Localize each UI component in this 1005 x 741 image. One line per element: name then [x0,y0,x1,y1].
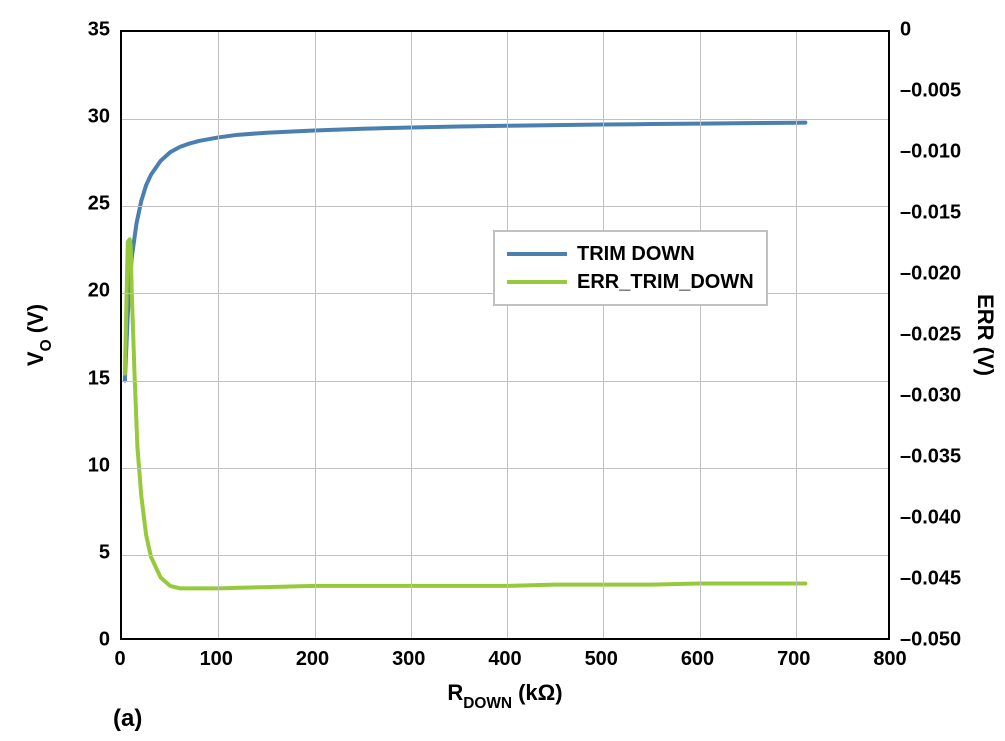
y2-tick-label: –0.050 [900,629,961,652]
legend: TRIM DOWN ERR_TRIM_DOWN [493,230,768,306]
y1-tick-label: 10 [88,454,110,477]
gridline-h [122,381,888,382]
y2-tick-label: –0.045 [900,568,961,591]
gridline-v [218,32,219,638]
y1-tick-label: 15 [88,367,110,390]
gridline-v [796,32,797,638]
y2-tick-label: –0.005 [900,80,961,103]
y1-tick-label: 20 [88,280,110,303]
y2-axis-label: ERR (V) [972,294,998,376]
legend-item: ERR_TRIM_DOWN [507,268,754,296]
gridline-h [122,119,888,120]
legend-swatch [507,280,567,284]
y2-tick-label: –0.035 [900,446,961,469]
y1-tick-label: 0 [99,629,110,652]
x-axis-label: RDOWN (kΩ) [447,680,562,710]
y2-tick-label: –0.015 [900,202,961,225]
gridline-v [315,32,316,638]
y2-tick-label: –0.025 [900,324,961,347]
y1-tick-label: 30 [88,106,110,129]
y1-tick-label: 25 [88,193,110,216]
x-tick-label: 300 [392,648,425,671]
legend-label: TRIM DOWN [577,243,695,266]
x-tick-label: 100 [200,648,233,671]
legend-label: ERR_TRIM_DOWN [577,271,754,294]
y2-tick-label: –0.010 [900,141,961,164]
x-tick-label: 500 [585,648,618,671]
gridline-h [122,555,888,556]
y2-tick-label: –0.030 [900,385,961,408]
gridline-v [700,32,701,638]
gridline-h [122,206,888,207]
x-tick-label: 200 [296,648,329,671]
subplot-tag: (a) [113,705,142,733]
chart-container: TRIM DOWN ERR_TRIM_DOWN RDOWN (kΩ) VO (V)… [0,0,1005,741]
x-tick-label: 700 [777,648,810,671]
y1-axis-label: VO (V) [23,304,53,366]
y1-tick-label: 35 [88,19,110,42]
gridline-v [411,32,412,638]
y2-tick-label: 0 [900,19,911,42]
y2-tick-label: –0.040 [900,507,961,530]
gridline-v [603,32,604,638]
x-tick-label: 600 [681,648,714,671]
legend-swatch [507,252,567,256]
legend-item: TRIM DOWN [507,240,754,268]
y1-tick-label: 5 [99,541,110,564]
gridline-v [507,32,508,638]
plot-area [120,30,890,640]
y2-tick-label: –0.020 [900,263,961,286]
x-tick-label: 400 [488,648,521,671]
gridline-h [122,468,888,469]
x-tick-label: 0 [114,648,125,671]
